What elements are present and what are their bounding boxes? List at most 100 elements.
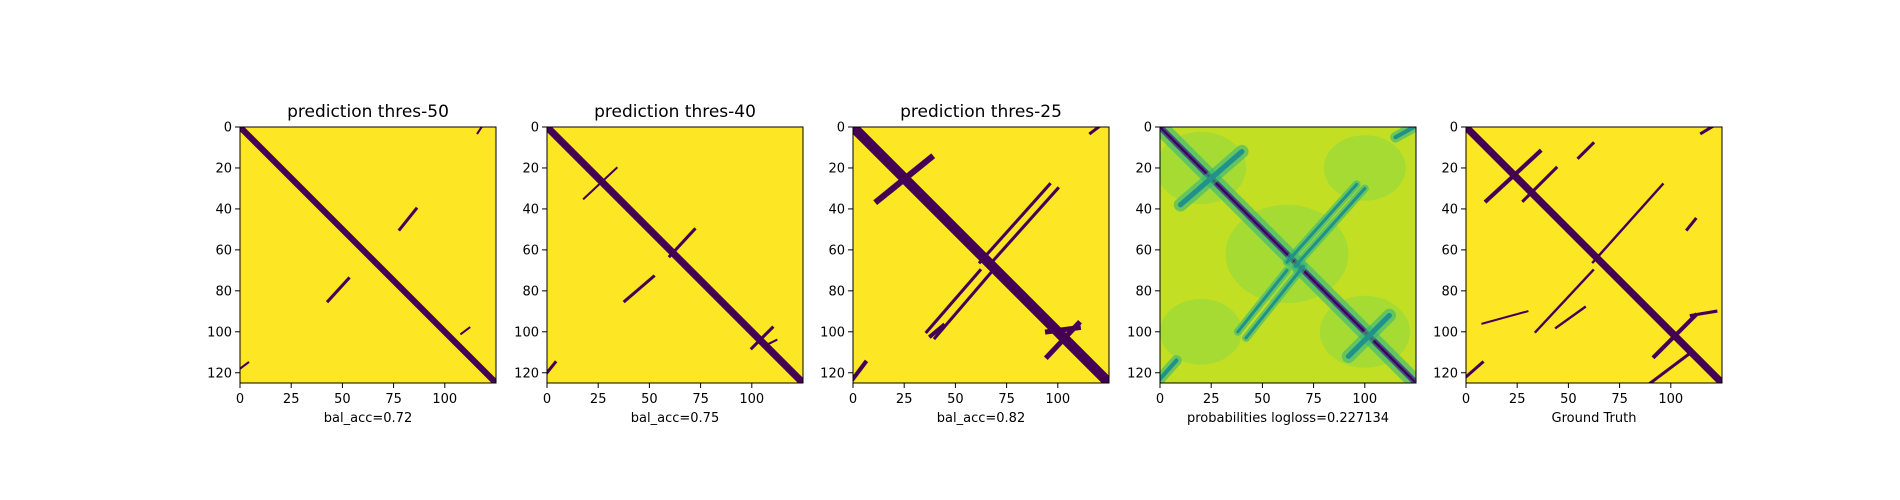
y-tick-label: 80 (522, 284, 539, 299)
contact-band (749, 325, 775, 351)
x-tick-label: 25 (283, 392, 300, 407)
y-tick-label: 120 (1433, 366, 1458, 381)
x-tick-label: 100 (1045, 392, 1070, 407)
y-tick-label: 40 (215, 202, 232, 217)
contact-band (1160, 358, 1179, 381)
x-axis-label: bal_acc=0.75 (631, 411, 719, 426)
contact-band (873, 153, 936, 206)
plot-frame (1465, 126, 1723, 384)
contact-band (1236, 268, 1289, 334)
main-diagonal (240, 127, 496, 383)
y-tick-label: 100 (1127, 325, 1152, 340)
y-tick-label: 100 (820, 325, 845, 340)
y-tick-label: 20 (1441, 161, 1458, 176)
y-tick-label: 120 (820, 366, 845, 381)
y-tick-label: 120 (514, 366, 539, 381)
x-tick-label: 100 (1352, 392, 1377, 407)
contact-band (977, 182, 1052, 265)
contact-band (476, 127, 483, 135)
contact-band (1466, 360, 1485, 379)
y-tick-label: 60 (522, 243, 539, 258)
y-tick-label: 20 (215, 161, 232, 176)
x-tick-label: 100 (739, 392, 764, 407)
y-tick-label: 40 (1135, 202, 1152, 217)
y-tick-label: 0 (1144, 121, 1152, 136)
y-tick-label: 0 (531, 121, 539, 136)
y-tick-label: 60 (828, 243, 845, 258)
plot-frame (239, 126, 497, 384)
y-tick-label: 80 (1135, 284, 1152, 299)
contact-band (1088, 127, 1101, 136)
heatmap-panels: 0 25 50 75 100 0 20 40 60 80 100 120 prediction thre… (207, 102, 1723, 426)
heatmap-cells (853, 127, 1109, 383)
x-tick-label: 25 (896, 392, 913, 407)
panel-title: prediction thres-25 (900, 102, 1062, 122)
x-tick-label: 75 (1305, 392, 1322, 407)
heatmap-cells (1466, 127, 1722, 383)
contact-band (1483, 148, 1543, 204)
heatmap-cells (1160, 127, 1416, 383)
y-tick-label: 0 (1450, 121, 1458, 136)
probability-region (1323, 135, 1406, 201)
y-tick-label: 40 (828, 202, 845, 217)
plot-frame (546, 126, 804, 384)
heatmap-panel-2: 0 25 50 75 100 0 20 40 60 80 100 120 prediction thre… (514, 102, 804, 426)
contact-band (1293, 186, 1367, 268)
x-tick-label: 0 (849, 392, 857, 407)
heatmap-panel-1: 0 25 50 75 100 0 20 40 60 80 100 120 prediction thre… (207, 102, 497, 426)
x-axis-label: probabilities logloss=0.227134 (1187, 411, 1389, 426)
heatmap-panel-4: 0 25 50 75 100 0 20 40 60 80 100 120 probabilities l… (1127, 121, 1417, 426)
y-tick-label: 20 (522, 161, 539, 176)
y-tick-label: 60 (1135, 243, 1152, 258)
y-tick-label: 80 (215, 284, 232, 299)
y-tick-label: 100 (514, 325, 539, 340)
contact-band (1648, 350, 1694, 383)
x-tick-label: 50 (641, 392, 658, 407)
y-tick-label: 120 (1127, 366, 1152, 381)
x-tick-label: 50 (334, 392, 351, 407)
probability-region (1160, 299, 1242, 365)
contact-band (927, 322, 946, 339)
panel-title: prediction thres-50 (287, 102, 449, 122)
y-tick-label: 80 (828, 284, 845, 299)
x-tick-label: 75 (692, 392, 709, 407)
x-tick-label: 0 (1462, 392, 1470, 407)
x-tick-label: 100 (1658, 392, 1683, 407)
x-tick-label: 0 (543, 392, 551, 407)
contact-band (1651, 312, 1699, 360)
contact-band (1591, 182, 1665, 264)
contact-band (1481, 310, 1529, 325)
contact-band (1393, 127, 1416, 140)
heatmap-cells (240, 127, 496, 383)
y-tick-label: 0 (837, 121, 845, 136)
contact-band (667, 227, 697, 259)
contact-band (459, 326, 471, 336)
contact-band (766, 338, 778, 346)
x-tick-label: 75 (1611, 392, 1628, 407)
plot-frame (1159, 126, 1417, 384)
y-tick-label: 100 (207, 325, 232, 340)
x-tick-label: 50 (1560, 392, 1577, 407)
x-tick-label: 75 (385, 392, 402, 407)
y-tick-label: 20 (828, 161, 845, 176)
x-axis-label: bal_acc=0.82 (937, 411, 1025, 426)
x-tick-label: 0 (236, 392, 244, 407)
contact-band (1177, 149, 1245, 208)
main-diagonal (547, 127, 803, 383)
x-tick-label: 75 (998, 392, 1015, 407)
y-tick-label: 40 (1441, 202, 1458, 217)
y-tick-label: 40 (522, 202, 539, 217)
contact-band (1576, 141, 1596, 160)
contact-band (547, 360, 558, 375)
main-diagonal (1466, 127, 1722, 383)
panel-title: prediction thres-40 (594, 102, 756, 122)
x-axis-label: Ground Truth (1552, 411, 1637, 426)
contact-band (582, 166, 619, 201)
contact-band (1043, 319, 1082, 360)
x-axis-label: bal_acc=0.72 (324, 411, 412, 426)
y-tick-label: 100 (1433, 325, 1458, 340)
contact-band (1689, 309, 1718, 318)
contact-band (1685, 217, 1698, 232)
contact-band (622, 274, 656, 304)
